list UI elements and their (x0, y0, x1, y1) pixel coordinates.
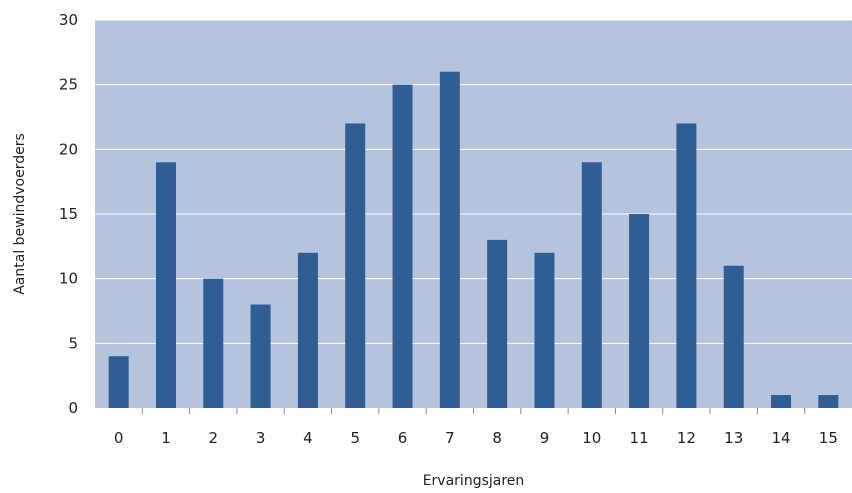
y-tick-label: 15 (59, 205, 78, 223)
y-tick-label: 5 (68, 334, 78, 352)
x-tick-label: 15 (819, 429, 838, 447)
bar (534, 252, 555, 408)
bar (392, 84, 413, 409)
bar (108, 356, 129, 408)
y-tick-label: 30 (59, 11, 78, 29)
bar (203, 278, 224, 408)
x-tick-label: 2 (209, 429, 219, 447)
x-tick-label: 10 (582, 429, 601, 447)
y-tick-labels: 0 5 10 15 20 25 30 (59, 11, 78, 417)
x-tick-label: 8 (492, 429, 502, 447)
x-tick-marks (141, 408, 806, 414)
x-tick-label: 12 (677, 429, 696, 447)
y-tick-label: 0 (68, 399, 78, 417)
x-tick-label: 3 (256, 429, 266, 447)
bar (771, 395, 792, 408)
bar (345, 123, 366, 408)
x-tick-label: 5 (350, 429, 360, 447)
bar (581, 162, 602, 408)
x-tick-label: 1 (161, 429, 171, 447)
x-tick-label: 9 (540, 429, 550, 447)
bars (108, 71, 839, 409)
bar (297, 252, 318, 408)
bar (439, 71, 460, 408)
x-tick-label: 4 (303, 429, 313, 447)
x-tick-label: 7 (445, 429, 455, 447)
y-tick-label: 10 (59, 270, 78, 288)
x-tick-label: 11 (630, 429, 649, 447)
bar (250, 304, 271, 408)
y-tick-label: 20 (59, 140, 78, 158)
y-tick-label: 25 (59, 76, 78, 94)
bar (723, 265, 744, 408)
bar (629, 214, 650, 408)
x-tick-label: 14 (771, 429, 790, 447)
bar (676, 123, 697, 408)
x-tick-labels: 0 1 2 3 4 5 6 7 8 9 10 11 12 13 14 15 (114, 429, 838, 447)
x-tick-label: 6 (398, 429, 408, 447)
bar (818, 395, 839, 408)
y-axis-title: Aantal bewindvoerders (12, 133, 28, 295)
x-axis-title: Ervaringsjaren (423, 473, 525, 489)
x-tick-label: 0 (114, 429, 124, 447)
bar (487, 239, 508, 408)
bar (155, 162, 176, 408)
x-tick-label: 13 (724, 429, 743, 447)
